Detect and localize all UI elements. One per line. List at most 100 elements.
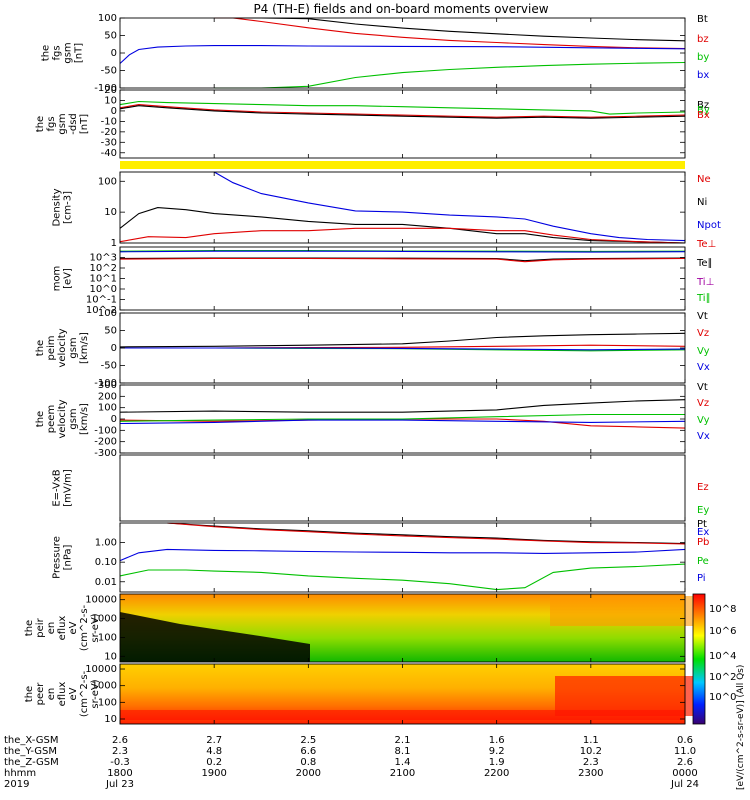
footer-value: 2.6 <box>112 735 128 746</box>
footer-value: 9.2 <box>489 746 505 757</box>
panels: 100500-50-100thefgsgsm[nT]Btbzbybx20100-… <box>24 13 721 725</box>
y-axis-label-line: the <box>35 411 46 427</box>
colorbar: 10^8 10^6 10^4 10^2 10^0 [eV/(cm^2-s-sr-… <box>692 593 746 790</box>
y-axis-label-line: the <box>24 686 35 702</box>
footer-value: 0.8 <box>300 757 316 768</box>
series-Pe <box>119 563 686 591</box>
colorbar-tick: 10^2 <box>709 672 736 683</box>
y-tick-label: 50 <box>104 31 117 42</box>
y-tick-label: 10^-2 <box>86 305 117 316</box>
spectrogram-band <box>555 676 705 716</box>
legend-entry: Ey <box>697 505 709 516</box>
y-axis-label-line: velocity <box>57 328 68 367</box>
colorbar-tick: 10^0 <box>709 692 736 703</box>
y-axis-label-line: E=-VxB <box>52 469 63 506</box>
y-tick-label: 10 <box>104 714 117 725</box>
y-tick-label: 1.00 <box>95 538 117 549</box>
y-axis-label: mom[eV] <box>52 266 74 292</box>
y-tick-label: -40 <box>101 148 117 159</box>
panel-frame <box>119 522 686 593</box>
y-tick-label: -50 <box>101 361 117 372</box>
colorbar-tick: 10^6 <box>709 626 736 637</box>
y-axis-label-line: the <box>35 340 46 356</box>
y-axis-label-line: en <box>46 622 57 635</box>
footer-value: 2300 <box>578 768 603 779</box>
y-tick-label: 0.10 <box>95 557 117 568</box>
panel-9: 10000100010010thepeirenefluxeV(cm^2-s-sr… <box>24 593 705 663</box>
y-tick-label: 20 <box>104 85 117 96</box>
y-axis-label-line: the <box>35 116 46 132</box>
footer-value: 2.1 <box>395 735 411 746</box>
y-axis-label-line: (cm^2-s- <box>79 670 90 717</box>
panel-6: 3002001000-100-200-300thepeemvelocitygsm… <box>35 380 710 459</box>
y-tick-label: 10^1 <box>90 274 117 285</box>
footer-date: Jul 24 <box>670 779 699 790</box>
series-Ne <box>119 227 686 244</box>
y-tick-label: -100 <box>94 83 117 94</box>
y-axis-label: Density[cm-3] <box>52 188 74 226</box>
legend-entry: Pb <box>697 537 709 548</box>
footer-value: 1.9 <box>489 757 505 768</box>
footer-value: 2200 <box>484 768 509 779</box>
y-axis-label-line: the <box>41 45 52 61</box>
spectrogram-lowflux <box>120 612 310 662</box>
y-axis-label-line: sr-eV) <box>90 679 101 708</box>
footer-value: 1.6 <box>489 735 505 746</box>
series-Pi <box>119 548 686 562</box>
footer-value: 1.4 <box>395 757 411 768</box>
panel-frame <box>119 171 686 244</box>
series-Vz <box>119 418 686 429</box>
figure-title: P4 (TH-E) fields and on-board moments ov… <box>253 2 548 16</box>
footer-value: 1900 <box>201 768 226 779</box>
y-axis-label-line: eV <box>68 687 79 700</box>
y-tick-label: 10 <box>104 651 117 662</box>
y-axis-label: thepeirenefluxeV(cm^2-s-sr-eV) <box>24 604 101 651</box>
y-axis-label-line: (cm^2-s- <box>79 604 90 651</box>
legend-entry: Te∥ <box>696 258 713 269</box>
legend-entry: Ex <box>697 527 709 538</box>
y-axis-label-line: Density <box>52 188 63 226</box>
panel-4: 10^310^210^110^010^-110^-2 mom[eV] Te⊥ Te∥ T… <box>52 239 717 316</box>
y-axis-label: E=-VxB[mV/m] <box>52 469 74 507</box>
legend-entry: By <box>697 105 710 116</box>
series-Bt <box>214 17 686 42</box>
y-axis-label-line: peer <box>35 682 46 706</box>
y-axis-label-line: [km/s] <box>79 332 90 364</box>
legend-entry: Pt <box>697 519 707 530</box>
y-axis-label-line: en <box>46 688 57 701</box>
y-axis-label-line: [km/s] <box>79 403 90 435</box>
y-tick-label: -200 <box>94 437 117 448</box>
footer-value: 2.6 <box>677 757 693 768</box>
footer-value: 2000 <box>296 768 321 779</box>
legend-entry: Bt <box>697 14 708 25</box>
legend-entry: Ni <box>697 197 707 208</box>
y-tick-label: 0 <box>111 48 117 59</box>
quality-bar <box>120 161 685 169</box>
footer-value: 2.5 <box>300 735 316 746</box>
series-bz <box>214 17 686 50</box>
footer: the_X-GSM 2.6 2.7 2.5 2.1 1.6 1.1 0.6 the_Y-GSM 2… <box>4 735 699 790</box>
y-axis-label-line: the <box>24 620 35 636</box>
y-tick-label: 10000 <box>85 664 117 675</box>
y-tick-label: 1 <box>111 238 117 249</box>
legend-entry: Vy <box>697 415 710 426</box>
footer-value: 6.6 <box>300 746 316 757</box>
footer-date: Jul 23 <box>105 779 134 790</box>
y-axis-label-line: eflux <box>57 616 68 641</box>
y-tick-label: -100 <box>94 425 117 436</box>
y-tick-label: 300 <box>98 380 117 391</box>
series-Vx <box>120 347 686 351</box>
y-axis-label-line: mom <box>52 266 63 292</box>
y-axis-label: thepeimvelocitygsm[km/s] <box>35 328 90 367</box>
series-by <box>214 61 686 89</box>
y-tick-label: 1000 <box>92 681 117 692</box>
y-tick-label: 10 <box>104 207 117 218</box>
y-tick-label: 10^-1 <box>86 295 117 306</box>
footer-row-label: 2019 <box>4 779 29 790</box>
y-axis-label-line: [nT] <box>74 43 85 63</box>
y-tick-label: 100 <box>98 308 117 319</box>
panel-5: 100 50 0 -50 -100 thepeimvelocitygsm[km/s] Vt V… <box>35 308 710 389</box>
legend-entry: Ti∥ <box>696 293 711 304</box>
series-Bz <box>119 105 686 119</box>
